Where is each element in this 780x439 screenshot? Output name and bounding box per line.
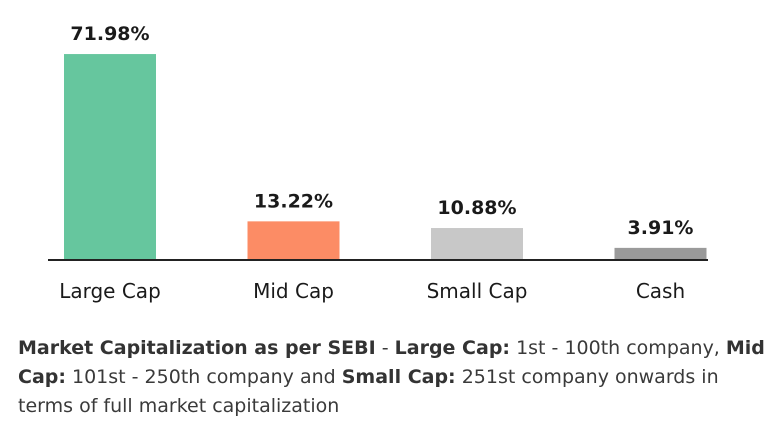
market-cap-footnote: Market Capitalization as per SEBI - Larg…: [18, 334, 768, 421]
footnote-mid-cap-label: Mid Cap:: [18, 337, 765, 388]
bar-mid-cap: [247, 221, 340, 259]
bars-group: [64, 54, 707, 259]
category-label-mid-cap: Mid Cap: [253, 279, 334, 303]
value-label-small-cap: 10.88%: [437, 197, 516, 219]
footnote-large-cap-label: Large Cap:: [394, 337, 511, 359]
value-label-large-cap: 71.98%: [70, 23, 149, 45]
footnote-heading: Market Capitalization as per SEBI: [18, 337, 376, 359]
bar-large-cap: [64, 54, 156, 259]
footnote-separator: -: [375, 337, 395, 359]
bar-cash: [614, 247, 707, 259]
category-labels-group: Large Cap Mid Cap Small Cap Cash: [59, 279, 685, 303]
bar-small-cap: [431, 228, 523, 259]
market-cap-bar-chart: 71.98% 13.22% 10.88% 3.91% Large Cap Mid Cap…: [48, 23, 708, 303]
category-label-large-cap: Large Cap: [59, 279, 161, 303]
footnote-large-cap-text: 1st - 100th company,: [510, 337, 726, 359]
value-label-cash: 3.91%: [628, 217, 694, 239]
value-label-mid-cap: 13.22%: [254, 190, 333, 212]
footnote-small-cap-text: 251st company onwards in terms of full m…: [18, 366, 719, 417]
value-labels-group: 71.98% 13.22% 10.88% 3.91%: [70, 23, 693, 239]
category-label-cash: Cash: [636, 279, 685, 303]
footnote-mid-cap-text: 101st - 250th company and: [65, 366, 342, 388]
footnote-small-cap-label: Small Cap:: [341, 366, 456, 388]
category-label-small-cap: Small Cap: [427, 279, 528, 303]
